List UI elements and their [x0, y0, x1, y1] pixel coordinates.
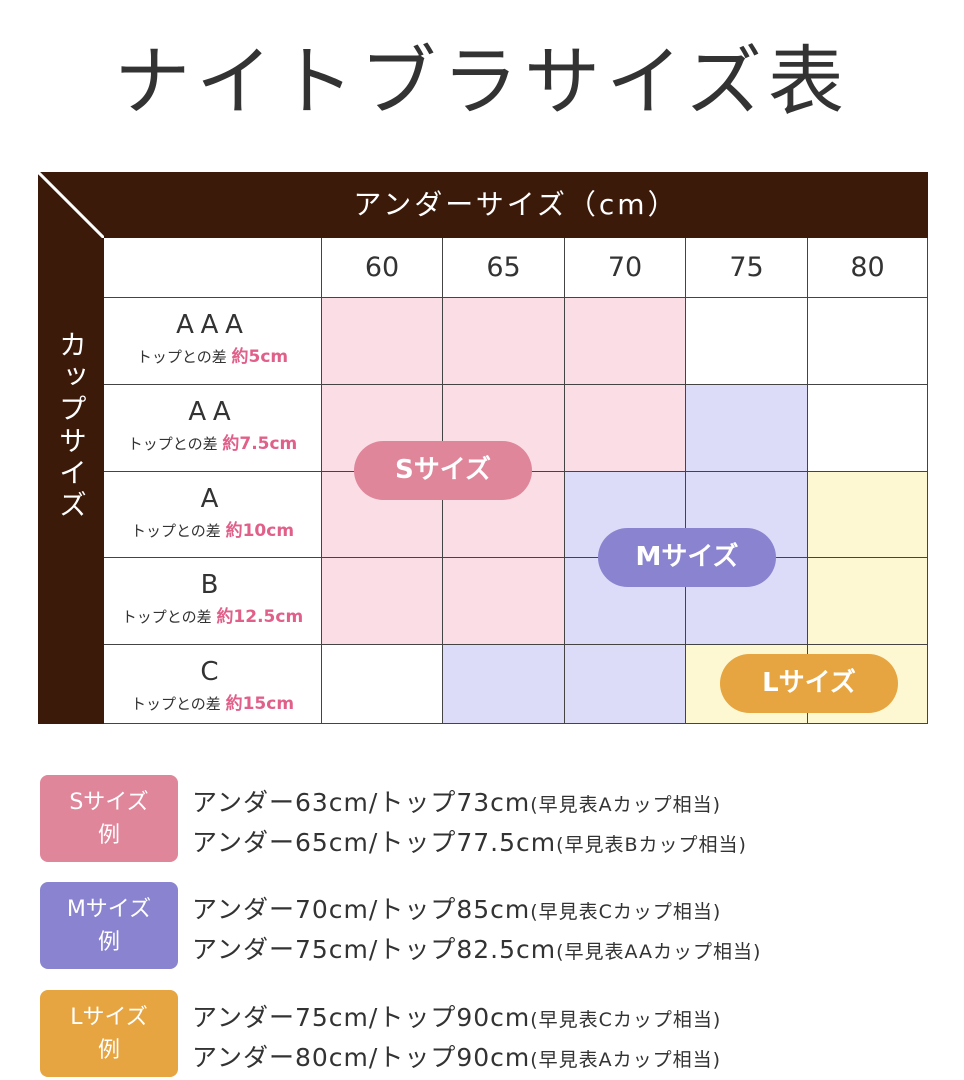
- example-note: (早見表Aカップ相当): [530, 794, 722, 816]
- size-cell-M: [565, 645, 686, 724]
- badge-example: 例: [97, 823, 120, 848]
- diff-prefix: トップとの差: [130, 695, 221, 713]
- badge-size: Mサイズ: [66, 897, 152, 922]
- size-cell-L: [808, 558, 928, 645]
- column-header: 65: [443, 238, 565, 298]
- diff-value: 約15cm: [225, 694, 295, 714]
- size-cell-none: [686, 298, 808, 385]
- example-measure: アンダー80cm/トップ90cm: [192, 1043, 531, 1072]
- page-title: ナイトブラサイズ表: [114, 37, 850, 126]
- badge-example: 例: [97, 930, 120, 955]
- example-measure: アンダー63cm/トップ73cm: [192, 788, 531, 817]
- row-header: A トップとの差 約10cm: [104, 472, 322, 558]
- diff-prefix: トップとの差: [130, 522, 221, 540]
- example-measure: アンダー75cm/トップ82.5cm: [192, 935, 557, 964]
- size-pill-M: Mサイズ: [598, 528, 776, 587]
- size-cell-S: [322, 558, 443, 645]
- cup-diff: トップとの差 約5cm: [104, 342, 321, 367]
- cup-diff: トップとの差 約10cm: [104, 516, 321, 541]
- cup-label: A: [200, 484, 225, 514]
- cup-diff: トップとの差 約15cm: [104, 689, 321, 714]
- size-cell-none: [808, 385, 928, 472]
- size-cell-S: [322, 298, 443, 385]
- size-cell-none: [808, 298, 928, 385]
- example-note: (早見表Cカップ相当): [530, 901, 722, 923]
- column-header: 80: [808, 238, 928, 298]
- column-header: 60: [322, 238, 443, 298]
- example-line: アンダー75cm/トップ82.5cm(早見表AAカップ相当): [192, 930, 761, 966]
- size-pill-S: Sサイズ: [354, 441, 532, 500]
- cup-label: C: [200, 657, 225, 687]
- under-size-header: アンダーサイズ（cm）: [353, 188, 679, 221]
- diff-value: 約10cm: [225, 521, 295, 541]
- example-badge: Sサイズ例: [40, 775, 178, 862]
- diff-prefix: トップとの差: [127, 435, 218, 453]
- example-measure: アンダー70cm/トップ85cm: [192, 895, 531, 924]
- example-note: (早見表Cカップ相当): [530, 1009, 722, 1031]
- row-header: C トップとの差 約15cm: [104, 645, 322, 724]
- example-note: (早見表AAカップ相当): [556, 941, 762, 963]
- diff-prefix: トップとの差: [136, 348, 227, 366]
- size-cell-none: [322, 645, 443, 724]
- diff-value: 約5cm: [231, 347, 289, 367]
- corner-diagonal: [38, 172, 104, 238]
- diff-value: 約12.5cm: [216, 607, 304, 627]
- badge-size: Lサイズ: [70, 1005, 148, 1030]
- size-cell-S: [443, 558, 565, 645]
- example-badge: Lサイズ例: [40, 990, 178, 1077]
- diff-prefix: トップとの差: [121, 608, 212, 626]
- cup-diff: トップとの差 約12.5cm: [104, 602, 321, 627]
- badge-example: 例: [97, 1038, 120, 1063]
- diff-value: 約7.5cm: [222, 434, 298, 454]
- example-line: アンダー63cm/トップ73cm(早見表Aカップ相当): [192, 783, 721, 819]
- size-cell-S: [443, 298, 565, 385]
- column-header: 75: [686, 238, 808, 298]
- cup-label: B: [200, 570, 225, 600]
- size-cell-M: [686, 385, 808, 472]
- example-line: アンダー75cm/トップ90cm(早見表Cカップ相当): [192, 998, 721, 1034]
- row-header: AAA トップとの差 約5cm: [104, 298, 322, 385]
- column-header: 70: [565, 238, 686, 298]
- example-line: アンダー80cm/トップ90cm(早見表Aカップ相当): [192, 1038, 721, 1074]
- size-cell-L: [808, 472, 928, 558]
- badge-size: Sサイズ: [69, 790, 149, 815]
- example-measure: アンダー65cm/トップ77.5cm: [192, 828, 557, 857]
- size-cell-S: [565, 385, 686, 472]
- row-header: B トップとの差 約12.5cm: [104, 558, 322, 645]
- example-note: (早見表Aカップ相当): [530, 1049, 722, 1071]
- example-measure: アンダー75cm/トップ90cm: [192, 1003, 531, 1032]
- size-cell-S: [565, 298, 686, 385]
- example-note: (早見表Bカップ相当): [556, 834, 747, 856]
- size-pill-L: Lサイズ: [720, 654, 898, 713]
- row-header: AA トップとの差 約7.5cm: [104, 385, 322, 472]
- example-line: アンダー65cm/トップ77.5cm(早見表Bカップ相当): [192, 823, 747, 859]
- header-blank-cell: [104, 238, 322, 298]
- cup-label: AA: [188, 397, 237, 427]
- example-line: アンダー70cm/トップ85cm(早見表Cカップ相当): [192, 890, 721, 926]
- cup-label: AAA: [176, 310, 249, 340]
- example-badge: Mサイズ例: [40, 882, 178, 969]
- cup-size-label: カップサイズ: [55, 330, 88, 522]
- size-cell-M: [443, 645, 565, 724]
- cup-diff: トップとの差 約7.5cm: [104, 429, 321, 454]
